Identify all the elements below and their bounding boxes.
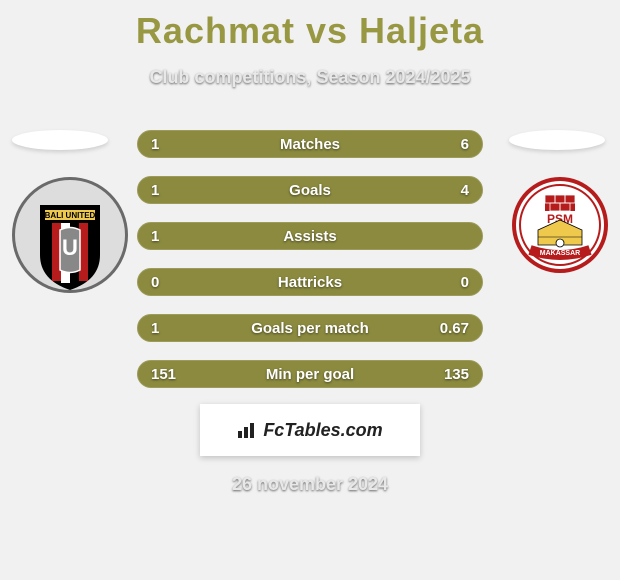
stat-row-hattricks: 0 Hattricks 0 [135, 266, 485, 298]
stat-left-value: 1 [151, 228, 191, 245]
stat-row-goals-per-match: 1 Goals per match 0.67 [135, 312, 485, 344]
stat-label: Matches [280, 136, 340, 153]
stats-table: 1 Matches 6 1 Goals 4 1 Assists 0 Hattri… [135, 128, 485, 390]
stat-label: Min per goal [266, 366, 354, 383]
stat-left-value: 1 [151, 136, 191, 153]
psm-makassar-crest-icon: PSM MAKASSAR [510, 175, 610, 275]
page-title: Rachmat vs Haljeta [0, 0, 620, 52]
stat-right-value: 6 [429, 136, 469, 153]
svg-text:MAKASSAR: MAKASSAR [540, 250, 580, 257]
stat-label: Assists [283, 228, 336, 245]
stat-left-value: 1 [151, 320, 191, 337]
stat-left-value: 1 [151, 182, 191, 199]
stat-left-value: 151 [151, 366, 191, 383]
bali-united-crest-icon: BALI UNITED U [10, 175, 130, 295]
club-crest-right: PSM MAKASSAR [510, 175, 610, 275]
club-crest-left: BALI UNITED U [10, 175, 130, 295]
stat-label: Hattricks [278, 274, 342, 291]
stat-row-min-per-goal: 151 Min per goal 135 [135, 358, 485, 390]
stat-row-assists: 1 Assists [135, 220, 485, 252]
stat-row-matches: 1 Matches 6 [135, 128, 485, 160]
stat-right-value: 4 [429, 182, 469, 199]
shadow-right [509, 130, 605, 150]
shadow-left [12, 130, 108, 150]
stat-right-value: 0.67 [429, 320, 469, 337]
stat-right-value: 0 [429, 274, 469, 291]
comparison-date: 26 november 2024 [0, 474, 620, 495]
branding-box: FcTables.com [200, 404, 420, 456]
subtitle: Club competitions, Season 2024/2025 [0, 67, 620, 88]
stat-label: Goals per match [251, 320, 369, 337]
stat-label: Goals [289, 182, 331, 199]
stat-row-goals: 1 Goals 4 [135, 174, 485, 206]
svg-text:BALI UNITED: BALI UNITED [45, 211, 96, 220]
svg-text:U: U [62, 235, 78, 260]
stat-left-value: 0 [151, 274, 191, 291]
chart-bars-icon [237, 421, 259, 439]
branding-text: FcTables.com [263, 420, 382, 441]
stat-right-value: 135 [429, 366, 469, 383]
